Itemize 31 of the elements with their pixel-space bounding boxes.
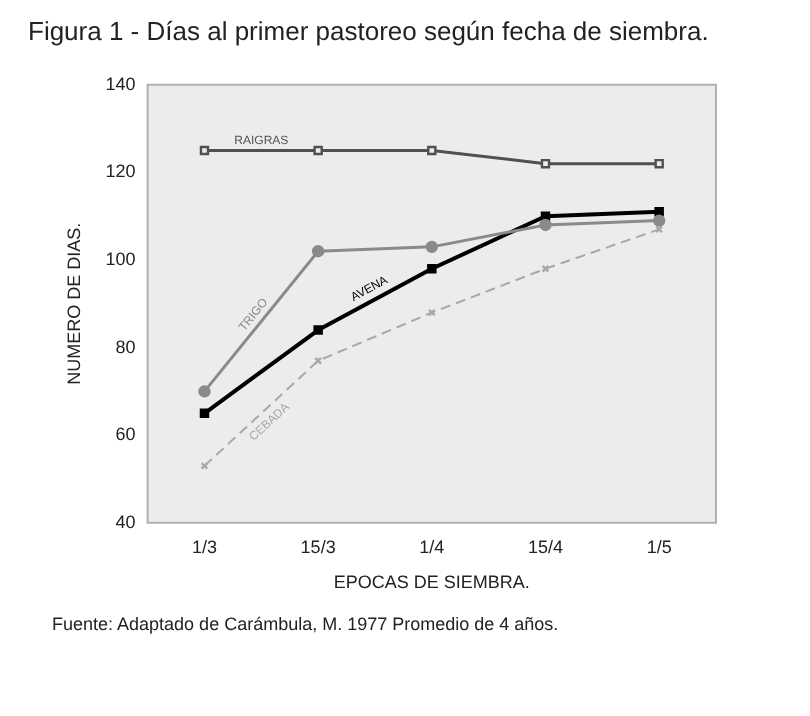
point <box>199 145 210 156</box>
point <box>427 145 437 156</box>
y-tick-label: 120 <box>105 161 136 182</box>
point <box>540 211 551 221</box>
point <box>654 207 664 217</box>
point <box>200 461 209 470</box>
point <box>539 218 552 232</box>
point <box>313 145 323 156</box>
y-tick-label: 80 <box>115 336 136 357</box>
chart-title: Figura 1 - Días al primer pastoreo según fecha de siembra. <box>28 16 711 46</box>
point <box>654 158 664 169</box>
x-tick-label: 15/3 <box>300 536 336 557</box>
x-tick-label: 1/5 <box>646 536 672 557</box>
point <box>313 325 323 335</box>
y-axis-title: NUMERO DE DIAS. <box>63 222 84 385</box>
x-axis-title: EPOCAS DE SIEMBRA. <box>333 572 530 593</box>
source-note: Fuente: Adaptado de Carámbula, M. 1977 Promedio de 4 años. <box>52 614 561 634</box>
y-tick-label: 60 <box>115 424 136 445</box>
point <box>311 245 325 258</box>
point <box>540 158 551 169</box>
y-tick-label: 100 <box>105 248 136 269</box>
point <box>652 214 666 227</box>
x-tick-label: 1/3 <box>191 536 217 557</box>
x-tick-label: 15/4 <box>527 536 564 557</box>
y-tick-label: 40 <box>115 511 136 532</box>
point <box>425 240 439 254</box>
x-tick-label: 1/4 <box>419 536 445 557</box>
y-tick-label: 140 <box>105 73 136 94</box>
point <box>199 408 210 419</box>
point <box>427 264 437 274</box>
point <box>198 385 211 398</box>
